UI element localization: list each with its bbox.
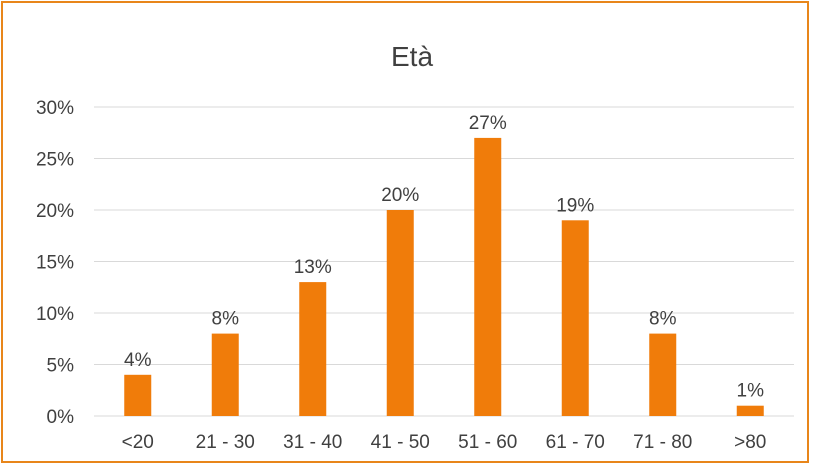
x-tick-label: 61 - 70	[546, 432, 605, 453]
data-label: 8%	[649, 309, 677, 330]
data-label: 8%	[212, 309, 240, 330]
bar	[211, 333, 239, 416]
y-tick-label: 5%	[47, 356, 75, 377]
x-axis-ticks: <20 21 - 30 31 - 40 41 - 50 51 - 60 61 - 70 71…	[122, 432, 767, 453]
data-label: 13%	[294, 257, 332, 278]
bar	[124, 374, 152, 416]
bar	[561, 220, 589, 416]
x-tick-label: 21 - 30	[196, 432, 255, 453]
bar	[736, 405, 764, 416]
bar	[474, 137, 502, 416]
y-tick-label: 10%	[36, 304, 74, 325]
y-axis-ticks: 0% 5% 10% 15% 20% 25% 30%	[36, 98, 74, 428]
bar	[649, 333, 677, 416]
x-tick-label: 41 - 50	[371, 432, 430, 453]
bar	[386, 210, 414, 416]
data-label: 27%	[469, 113, 507, 134]
data-label: 20%	[381, 185, 419, 206]
data-label: 4%	[124, 350, 152, 371]
x-tick-label: 51 - 60	[458, 432, 517, 453]
y-tick-label: 25%	[36, 150, 74, 171]
x-tick-label: >80	[734, 432, 766, 453]
data-label: 19%	[556, 195, 594, 216]
y-tick-label: 30%	[36, 98, 74, 119]
gridlines	[94, 106, 794, 417]
x-tick-label: <20	[122, 432, 154, 453]
chart-title: Età	[391, 41, 433, 72]
y-tick-label: 20%	[36, 201, 74, 222]
x-tick-label: 71 - 80	[633, 432, 692, 453]
y-tick-label: 15%	[36, 253, 74, 274]
bar	[299, 282, 327, 416]
x-tick-label: 31 - 40	[283, 432, 342, 453]
y-tick-label: 0%	[47, 407, 75, 428]
data-labels: 4% 8% 13% 20% 27% 19% 8% 1%	[124, 113, 764, 402]
bars	[124, 137, 764, 416]
data-label: 1%	[737, 381, 765, 402]
